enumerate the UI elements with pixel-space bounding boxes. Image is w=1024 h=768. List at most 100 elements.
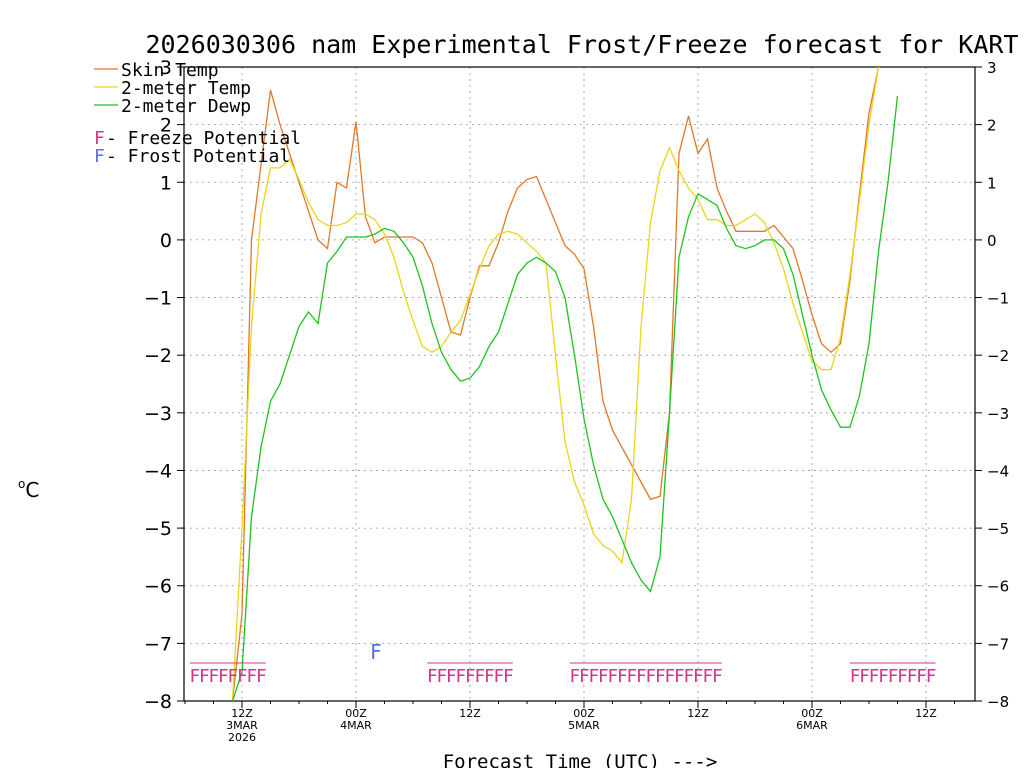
potential-label: - Frost Potential [106,146,290,167]
x-tick-label: 3MAR [226,719,258,732]
freeze-mark: F [693,666,703,687]
freeze-mark: F [850,666,860,687]
freeze-mark: F [437,666,447,687]
y-tick-label-right: −8 [987,693,1009,711]
y-tick-label-right: −6 [987,578,1009,596]
y-tick-label-right: −7 [987,635,1009,653]
freeze-mark: F [237,666,247,687]
y-tick-label-left: 1 [160,172,172,194]
freeze-mark: F [617,666,627,687]
freeze-mark: F [674,666,684,687]
freeze-mark: F [684,666,694,687]
freeze-mark: F [869,666,879,687]
x-tick-label: 12Z [459,707,481,720]
freeze-mark: F [579,666,589,687]
x-tick-label: 12Z [915,707,937,720]
freeze-mark: F [589,666,599,687]
plot-area-border [183,66,976,702]
x-axis-label: Forecast Time (UTC) ---> [443,751,718,768]
freeze-mark: F [446,666,456,687]
x-tick-label: 5MAR [568,719,600,732]
freeze-mark: F [636,666,646,687]
x-tick-label: 00Z [573,707,595,720]
freeze-mark: F [209,666,219,687]
y-tick-label-left: −7 [144,633,172,655]
legend-label: 2-meter Dewp [121,96,251,117]
freeze-mark: F [608,666,618,687]
freeze-mark: F [218,666,228,687]
y-tick-label-left: −4 [144,460,172,482]
y-axis-right: 3 2 1 0 −1 −2 −3 −4 −5 −6 −7 −8 [975,59,1009,711]
y-tick-label-left: −5 [144,518,172,540]
y-tick-label-left: −1 [144,288,172,310]
freeze-mark: F [627,666,637,687]
x-tick-label: 00Z [345,707,367,720]
potential-label: - Freeze Potential [106,128,301,149]
freeze-mark: F [917,666,927,687]
freeze-mark: F [427,666,437,687]
series-lines [231,67,899,701]
potential-letter: F [94,128,105,149]
y-axis-left: 3 2 1 0 −1 −2 −3 −4 −5 −6 −7 −8 [144,57,184,713]
freeze-mark: F [898,666,908,687]
y-axis-label: oC [18,477,39,502]
freeze-mark: F [247,666,257,687]
freeze-mark: F [860,666,870,687]
freeze-mark: F [484,666,494,687]
chart-title: 2026030306 nam Experimental Frost/Freeze… [146,30,1019,59]
freeze-mark: F [456,666,466,687]
series-line-2-meter-temp [231,67,880,701]
freeze-mark: F [598,666,608,687]
x-tick-label: 2026 [228,731,256,744]
freeze-mark: F [570,666,580,687]
frost-mark: F [370,640,382,664]
y-tick-label-left: −6 [144,576,172,598]
freeze-mark: F [503,666,513,687]
y-tick-label-left: 0 [160,230,172,252]
y-tick-label-right: −2 [987,347,1009,365]
freeze-mark: F [646,666,656,687]
x-tick-label: 4MAR [340,719,372,732]
y-tick-label-left: 3 [160,57,172,79]
y-tick-label-left: −3 [144,403,172,425]
freeze-mark: F [888,666,898,687]
gridlines [184,67,975,701]
potential-letter: F [94,146,105,167]
y-tick-label-right: 0 [987,232,997,250]
freeze-mark: F [712,666,722,687]
series-line-2-meter-dewp [231,95,899,701]
y-tick-label-right: −3 [987,405,1009,423]
y-tick-label-left: −2 [144,345,172,367]
y-tick-label-right: −5 [987,520,1009,538]
freeze-mark: F [494,666,504,687]
x-tick-label: 00Z [801,707,823,720]
x-tick-label: 12Z [231,707,253,720]
freeze-mark: F [190,666,200,687]
freeze-mark: F [228,666,238,687]
y-tick-label-right: −4 [987,462,1009,480]
freeze-mark: F [879,666,889,687]
y-tick-label-left: 2 [160,115,172,137]
freeze-mark: F [926,666,936,687]
y-tick-label-right: −1 [987,290,1009,308]
x-tick-label: 6MAR [796,719,828,732]
legend-label: Skin Temp [121,60,219,81]
freeze-mark: F [475,666,485,687]
y-tick-label-left: −8 [144,691,172,713]
y-tick-label-right: 1 [987,174,997,192]
freeze-mark: F [199,666,209,687]
freeze-mark: F [665,666,675,687]
series-line-skin-temp [231,67,880,701]
legend-label: 2-meter Temp [121,78,251,99]
freeze-mark: F [703,666,713,687]
x-tick-label: 12Z [687,707,709,720]
y-tick-label-right: 2 [987,117,997,135]
freeze-mark: F [655,666,665,687]
freeze-mark: F [907,666,917,687]
y-tick-label-right: 3 [987,59,997,77]
freeze-mark: F [465,666,475,687]
